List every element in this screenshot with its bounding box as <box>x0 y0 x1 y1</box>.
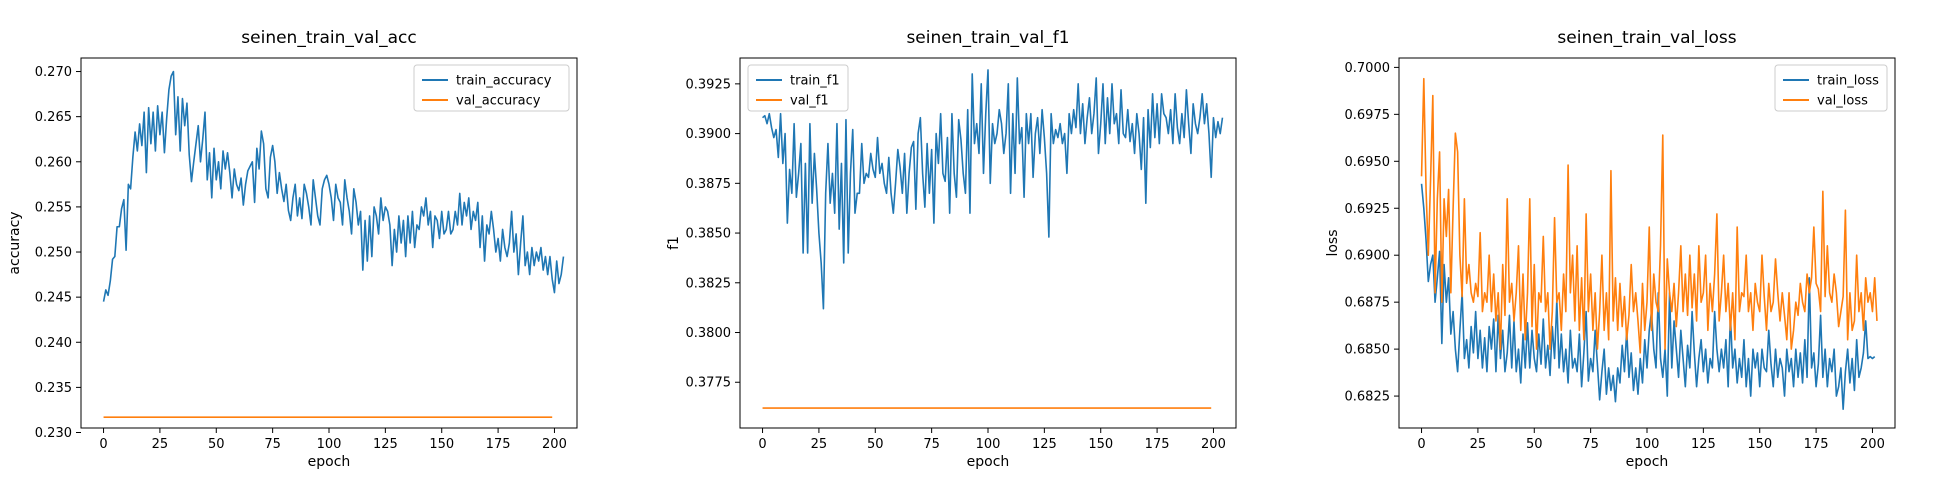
legend-label-train_f1: train_f1 <box>790 74 840 89</box>
y-tick-label: 0.6900 <box>1345 249 1391 264</box>
x-tick-label: 0 <box>1417 437 1425 452</box>
series-line-train_f1 <box>762 69 1224 310</box>
x-tick-label: 75 <box>923 437 940 452</box>
x-axis-label: epoch <box>1626 454 1669 470</box>
y-tick-label: 0.3825 <box>686 276 732 291</box>
legend: train_accuracy val_accuracy <box>413 64 570 112</box>
y-tick-label: 0.260 <box>35 155 72 170</box>
series-lines <box>102 70 565 418</box>
legend: train_loss val_loss <box>1774 64 1888 112</box>
x-tick-label: 200 <box>542 437 567 452</box>
x-tick-label: 0 <box>99 437 107 452</box>
x-tick-label: 25 <box>811 437 828 452</box>
chart-title: seinen_train_val_loss <box>1557 28 1736 48</box>
y-tick-label: 0.3800 <box>686 326 732 341</box>
y-axis-label: accuracy <box>7 211 23 274</box>
x-tick-label: 150 <box>429 437 454 452</box>
series-line-train_accuracy <box>102 70 565 302</box>
y-tick-label: 0.3900 <box>686 127 732 142</box>
x-tick-label: 100 <box>976 437 1001 452</box>
x-tick-label: 50 <box>1526 437 1543 452</box>
y-tick-label: 0.3775 <box>686 376 732 391</box>
y-tick-label: 0.6950 <box>1345 155 1391 170</box>
y-tick-label: 0.3875 <box>686 177 732 192</box>
y-tick-label: 0.3925 <box>686 77 732 92</box>
plot-f1: seinen_train_val_f1 0 25 50 75 100 125 150 175 20… <box>666 28 1237 470</box>
x-tick-label: 75 <box>1582 437 1599 452</box>
plot-accuracy: seinen_train_val_acc 0 25 50 75 100 125 150 175 2… <box>7 28 578 470</box>
y-tick-label: 0.6875 <box>1345 296 1391 311</box>
legend-label-val_accuracy: val_accuracy <box>456 94 541 109</box>
x-tick-label: 150 <box>1088 437 1113 452</box>
axes-frame <box>1398 57 1896 429</box>
legend-box <box>413 64 570 112</box>
x-tick-label: 125 <box>373 437 398 452</box>
y-tick-label: 0.230 <box>35 426 72 441</box>
y-tick-label: 0.240 <box>35 336 72 351</box>
y-tick-label: 0.3850 <box>686 227 732 242</box>
x-tick-label: 200 <box>1860 437 1885 452</box>
legend-label-train_loss: train_loss <box>1817 74 1879 89</box>
x-tick-label: 175 <box>1145 437 1170 452</box>
series-line-train_loss <box>1420 183 1876 411</box>
x-tick-label: 100 <box>1635 437 1660 452</box>
series-lines <box>1420 77 1878 411</box>
x-tick-label: 125 <box>1032 437 1057 452</box>
y-axis-label: loss <box>1325 229 1341 256</box>
y-tick-label: 0.265 <box>35 110 72 125</box>
x-tick-label: 50 <box>867 437 884 452</box>
y-tick-label: 0.6975 <box>1345 108 1391 123</box>
legend: train_f1 val_f1 <box>747 64 849 112</box>
chart-title: seinen_train_val_acc <box>241 28 416 48</box>
axes-frame <box>80 57 578 429</box>
y-axis-label: f1 <box>666 236 682 250</box>
x-tick-label: 175 <box>1804 437 1829 452</box>
plot-loss: seinen_train_val_loss 0 25 50 75 100 125 150 175… <box>1325 28 1896 470</box>
legend-label-train_accuracy: train_accuracy <box>456 74 552 89</box>
legend-label-val_f1: val_f1 <box>790 94 829 109</box>
x-tick-label: 200 <box>1201 437 1226 452</box>
series-lines <box>762 69 1224 409</box>
x-axis-label: epoch <box>967 454 1010 470</box>
x-tick-label: 50 <box>208 437 225 452</box>
y-tick-label: 0.270 <box>35 65 72 80</box>
x-tick-label: 25 <box>152 437 169 452</box>
y-tick-label: 0.245 <box>35 291 72 306</box>
x-tick-label: 150 <box>1747 437 1772 452</box>
y-tick-label: 0.250 <box>35 246 72 261</box>
x-tick-label: 125 <box>1691 437 1716 452</box>
y-tick-label: 0.6925 <box>1345 202 1391 217</box>
series-line-val_loss <box>1420 77 1878 354</box>
chart-title: seinen_train_val_f1 <box>906 28 1069 48</box>
x-tick-label: 175 <box>486 437 511 452</box>
legend-label-val_loss: val_loss <box>1817 94 1868 109</box>
x-tick-label: 25 <box>1470 437 1487 452</box>
y-tick-label: 0.6825 <box>1345 390 1391 405</box>
x-axis-label: epoch <box>308 454 351 470</box>
y-tick-label: 0.235 <box>35 381 72 396</box>
x-tick-label: 0 <box>758 437 766 452</box>
y-tick-label: 0.6850 <box>1345 343 1391 358</box>
y-tick-label: 0.255 <box>35 200 72 215</box>
x-tick-label: 100 <box>317 437 342 452</box>
y-tick-label: 0.7000 <box>1345 61 1391 76</box>
x-tick-label: 75 <box>264 437 281 452</box>
axes-frame <box>739 57 1237 429</box>
